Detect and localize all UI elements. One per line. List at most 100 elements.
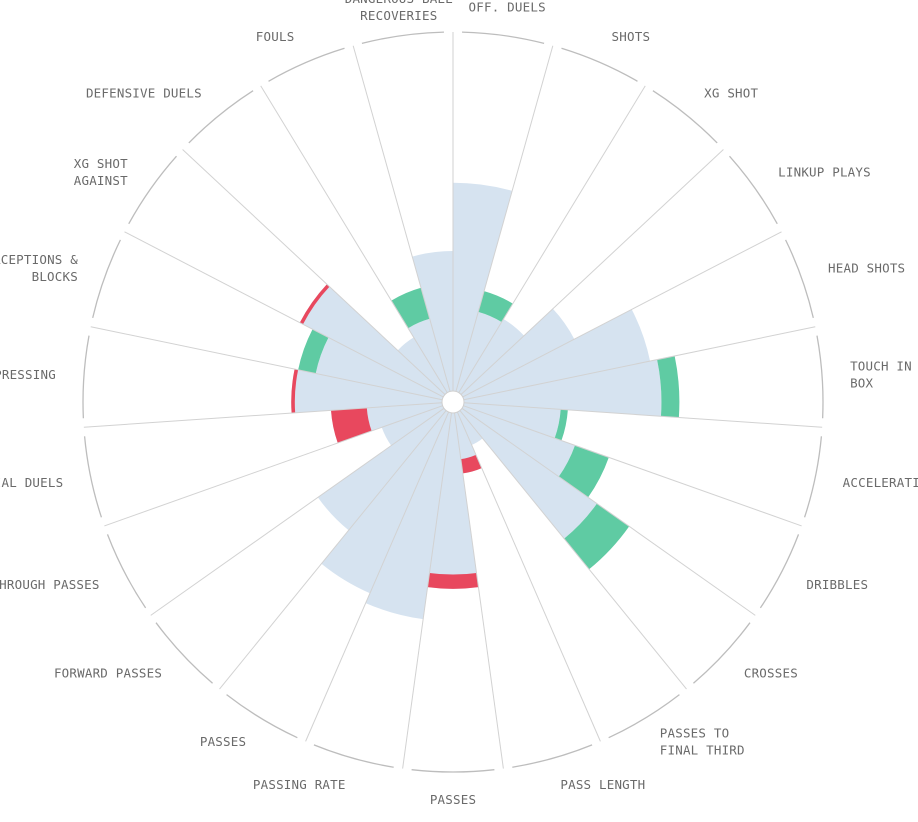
bar-delta-positive bbox=[391, 287, 430, 329]
spoke-line bbox=[104, 405, 443, 527]
frame-arc bbox=[155, 622, 213, 684]
frame-arc bbox=[83, 436, 103, 518]
frame-arc bbox=[92, 239, 122, 319]
spoke-line bbox=[460, 149, 724, 395]
bar-delta-negative bbox=[299, 284, 330, 325]
category-label: PASSES TO FINAL THIRD bbox=[660, 726, 745, 758]
spoke-line bbox=[461, 407, 756, 616]
bar-base bbox=[462, 309, 651, 400]
category-label: FORWARD PASSES bbox=[54, 666, 162, 681]
spoke-line bbox=[260, 85, 448, 393]
category-label: PASSING RATE bbox=[253, 777, 346, 792]
frame-arc bbox=[462, 31, 545, 45]
spoke-line bbox=[462, 231, 782, 398]
frame-arc bbox=[411, 769, 495, 773]
bar-delta-positive bbox=[298, 329, 329, 374]
spoke-line bbox=[90, 326, 443, 401]
bar-base bbox=[459, 408, 597, 539]
bar-delta-positive bbox=[657, 355, 680, 418]
category-label: AERIAL DUELS bbox=[0, 475, 63, 490]
spoke-line bbox=[463, 326, 816, 401]
frame-arc bbox=[106, 534, 147, 609]
category-label: DANGEROUS BALLRECOVERIES bbox=[345, 0, 453, 23]
frame-arc bbox=[561, 47, 638, 82]
category-label: PASSES bbox=[430, 792, 476, 807]
spoke-line bbox=[458, 85, 646, 393]
spoke-line bbox=[352, 45, 451, 392]
bar-base bbox=[463, 402, 561, 439]
frame-layer bbox=[82, 31, 824, 773]
frame-arc bbox=[759, 534, 800, 609]
category-label: THROUGH PASSES bbox=[0, 577, 100, 592]
frame-arc bbox=[128, 155, 177, 225]
bar-base bbox=[427, 412, 479, 589]
category-label: XG SHOT AGAINST bbox=[74, 156, 128, 188]
category-label: SHOTS bbox=[612, 29, 651, 44]
spoke-line bbox=[83, 402, 443, 428]
bar-delta-positive bbox=[564, 503, 630, 570]
frame-arc bbox=[608, 694, 680, 739]
bar-base bbox=[299, 284, 445, 397]
bar-base bbox=[461, 405, 575, 477]
frame-arc bbox=[729, 155, 778, 225]
category-label: DRIBBLES bbox=[806, 577, 868, 592]
bar-base bbox=[291, 369, 443, 414]
frame-arc bbox=[226, 694, 298, 739]
category-label: ACCELERATIONS bbox=[843, 475, 918, 490]
bar-base bbox=[455, 311, 502, 393]
frame-arc bbox=[82, 335, 90, 419]
frame-arc bbox=[512, 744, 593, 768]
category-label: TOUCH IN BOX bbox=[850, 358, 912, 390]
spoke-line bbox=[305, 411, 450, 742]
bar-delta-negative bbox=[291, 369, 299, 414]
spoke-line bbox=[455, 45, 554, 392]
bar-delta-positive bbox=[554, 409, 568, 441]
spoke-line bbox=[459, 410, 687, 690]
spoke-line bbox=[454, 412, 504, 769]
bar-base bbox=[381, 405, 445, 446]
bar-base bbox=[412, 250, 453, 392]
bar-base bbox=[463, 359, 662, 417]
category-label: XG SHOT bbox=[704, 85, 758, 100]
spoke-line bbox=[219, 410, 447, 690]
spoke-line bbox=[182, 149, 446, 395]
frame-arc bbox=[188, 90, 254, 144]
bar-base bbox=[317, 408, 447, 531]
category-label: CROSSES bbox=[744, 666, 798, 681]
spoke-line bbox=[463, 402, 823, 428]
category-label: INTERCEPTIONS &BLOCKS bbox=[0, 252, 78, 284]
category-label: LINKUP PLAYS bbox=[778, 164, 871, 179]
center-hub bbox=[441, 390, 465, 414]
spoke-line bbox=[124, 231, 444, 398]
category-label: FOULS bbox=[256, 29, 295, 44]
category-label: PASSES bbox=[200, 734, 246, 749]
bar-base bbox=[453, 182, 513, 392]
category-label: DEFENSIVE DUELS bbox=[86, 85, 202, 100]
bar-base bbox=[457, 410, 483, 446]
category-label: PRESSING bbox=[0, 367, 56, 382]
bar-base bbox=[321, 410, 449, 594]
frame-arc bbox=[693, 622, 751, 684]
spokes-layer bbox=[83, 32, 823, 769]
bar-base bbox=[315, 337, 444, 400]
bars-layer bbox=[291, 182, 680, 620]
bar-base bbox=[397, 337, 448, 395]
category-label: OFF. DUELS bbox=[469, 0, 546, 15]
frame-arc bbox=[268, 47, 345, 82]
bar-base bbox=[461, 308, 575, 397]
frame-arc bbox=[361, 31, 444, 45]
frame-arc bbox=[652, 90, 718, 144]
bar-delta-negative bbox=[460, 454, 482, 474]
spoke-line bbox=[402, 412, 452, 769]
frame-arc bbox=[803, 436, 823, 518]
bar-delta-positive bbox=[478, 291, 513, 323]
spoke-line bbox=[150, 407, 445, 616]
spoke-line bbox=[463, 405, 802, 527]
frame-arc bbox=[784, 239, 814, 319]
bar-base bbox=[408, 318, 451, 393]
category-label: PASS LENGTH bbox=[560, 777, 645, 792]
category-label: HEAD SHOTS bbox=[828, 261, 905, 276]
bar-delta-positive bbox=[558, 445, 609, 498]
frame-arc bbox=[816, 335, 824, 419]
